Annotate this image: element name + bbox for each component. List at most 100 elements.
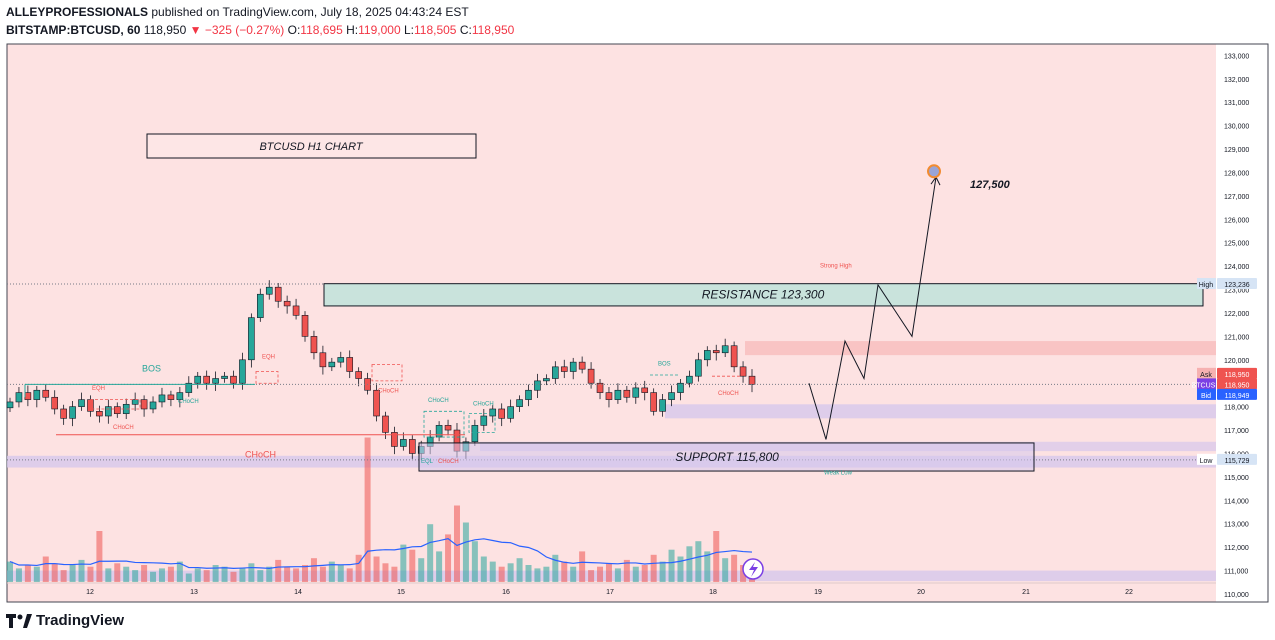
choch-label-3: CHoCH <box>378 389 399 395</box>
volume-bar <box>141 565 148 582</box>
volume-bar <box>60 570 67 582</box>
candle-body <box>516 399 523 407</box>
volume-bar <box>158 568 165 582</box>
volume-bar <box>319 566 326 582</box>
candle-body <box>149 401 157 410</box>
candle-body <box>257 293 264 318</box>
volume-bar <box>740 565 747 582</box>
candle-body <box>319 352 327 368</box>
price-tick-label: 118,000 <box>1224 405 1249 412</box>
volume-bar <box>105 568 112 582</box>
last-price: 118,950 <box>143 23 187 37</box>
publisher-name[interactable]: ALLEYPROFESSIONALS <box>6 5 149 19</box>
volume-bar <box>686 546 693 582</box>
close-label: C: <box>459 23 472 37</box>
eqh-label: EQH <box>92 386 105 392</box>
candle-body <box>51 396 58 410</box>
time-tick-label: 16 <box>502 589 510 596</box>
candle-body <box>248 317 255 361</box>
candle-body <box>543 378 550 382</box>
candle-body <box>444 425 452 431</box>
candle-body <box>704 350 711 361</box>
volume-bar <box>337 565 344 582</box>
candle-body <box>596 382 604 393</box>
candle-body <box>355 371 362 379</box>
candle-body <box>185 382 193 393</box>
time-tick-label: 20 <box>917 589 925 596</box>
candle-body <box>391 432 398 447</box>
candle-body <box>96 411 103 417</box>
candle-body <box>212 378 219 384</box>
candle-body <box>69 406 76 419</box>
price-tick-label: 131,000 <box>1224 100 1249 107</box>
low-label: L: <box>403 23 414 37</box>
time-tick-label: 19 <box>814 589 822 596</box>
symbol-tag-value: 118,950 <box>1225 382 1250 389</box>
support-box <box>418 442 1035 472</box>
candle-body <box>489 408 497 417</box>
bos-label: BOS <box>142 364 161 374</box>
choch-label-7: CHoCH <box>718 391 739 397</box>
low-tag-value: 115,729 <box>1225 458 1250 465</box>
eql-label: EQL <box>421 459 434 465</box>
candle-body <box>623 389 631 398</box>
price-tick-label: 127,000 <box>1224 194 1249 201</box>
volume-bar <box>588 570 595 582</box>
choch-label-1: CHoCH <box>113 425 134 431</box>
price-tick-label: 126,000 <box>1224 217 1249 224</box>
time-tick-label: 21 <box>1022 589 1030 596</box>
choch-box-5 <box>468 413 496 433</box>
volume-bar <box>221 566 228 582</box>
candle-body <box>113 406 121 414</box>
volume-bar <box>534 568 541 582</box>
volume-bar <box>427 524 434 582</box>
candle-body <box>373 389 380 417</box>
candle-body <box>552 366 559 379</box>
price-tick-label: 120,000 <box>1224 358 1249 365</box>
candle-body <box>677 382 684 393</box>
volume-bar <box>123 566 130 582</box>
candle-body <box>283 300 291 307</box>
candle-body <box>337 357 345 363</box>
support-label: SUPPORT 115,800 <box>675 450 779 464</box>
volume-bar <box>33 566 40 582</box>
eqh-box-3 <box>371 364 403 382</box>
lightning-icon <box>749 562 758 577</box>
volume-bar <box>400 544 407 582</box>
volume-bar <box>436 551 443 582</box>
eqh-label-2: EQH <box>262 355 275 361</box>
volume-bar <box>310 558 317 582</box>
high-tag-value: 123,236 <box>1224 282 1249 289</box>
price-tick-label: 130,000 <box>1224 124 1249 131</box>
symbol-label[interactable]: BITSTAMP:BTCUSD, 60 <box>6 23 141 37</box>
candle-body <box>739 366 747 377</box>
candle-body <box>292 305 300 316</box>
volume-bar <box>668 549 675 582</box>
choch-label-2: CHoCH <box>178 399 199 405</box>
bid-tag-value-bg <box>1217 388 1257 400</box>
open-value: 118,695 <box>300 23 343 37</box>
candle-body <box>695 359 702 377</box>
candle-body <box>167 394 175 400</box>
tradingview-logo[interactable]: TradingView <box>6 612 124 629</box>
supply-zone <box>745 341 1216 356</box>
volume-bar <box>230 571 237 582</box>
volume-bar <box>114 563 121 582</box>
candle-body <box>194 375 202 384</box>
volume-bar <box>212 565 219 582</box>
bid-tag-label-bg <box>1197 388 1216 400</box>
choch-label-6: CHoCH <box>438 459 459 465</box>
demand-zone <box>665 404 1216 419</box>
plot-area <box>7 44 1216 602</box>
publish-header: ALLEYPROFESSIONALS published on TradingV… <box>6 5 469 19</box>
chart-title: BTCUSD H1 CHART <box>259 141 363 153</box>
volume-bar <box>355 554 362 582</box>
volume-bar <box>632 566 639 582</box>
volume-bar <box>552 554 559 582</box>
candle-body <box>641 387 649 393</box>
volume-bar <box>731 554 738 582</box>
price-tick-label: 111,000 <box>1224 569 1248 576</box>
volume-bar <box>284 566 291 582</box>
resistance-box <box>323 283 1204 307</box>
